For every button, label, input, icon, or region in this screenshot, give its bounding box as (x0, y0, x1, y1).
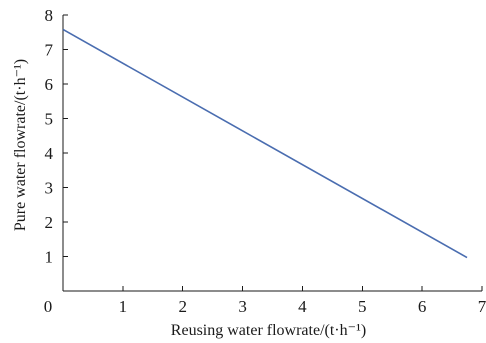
x-axis-label: Reusing water flowrate/(t·h⁻¹) (171, 322, 366, 339)
y-tick-label: 1 (45, 248, 54, 267)
x-tick-label: 1 (119, 297, 128, 316)
y-tick-label: 6 (45, 75, 54, 94)
x-tick-label: 6 (418, 297, 427, 316)
y-tick-label: 5 (45, 110, 54, 129)
x-tick-label: 3 (238, 297, 247, 316)
x-tick-label: 5 (358, 297, 367, 316)
y-tick-label: 2 (45, 213, 54, 232)
y-axis-label: Pure water flowrate/(t·h⁻¹) (12, 59, 29, 231)
x-tick-label: 0 (44, 297, 53, 316)
y-tick-label: 8 (45, 6, 54, 25)
y-ticks: 1 2 3 4 5 6 7 8 (45, 6, 68, 267)
series-layer (62, 28, 468, 259)
y-tick-label: 4 (45, 144, 54, 163)
x-tick-label: 7 (478, 297, 486, 316)
x-tick-label: 4 (298, 297, 307, 316)
axes (62, 15, 482, 292)
series-line (62, 28, 468, 259)
x-ticks: 0 1 2 3 4 5 6 7 (44, 286, 486, 316)
x-tick-label: 2 (178, 297, 187, 316)
y-tick-label: 3 (45, 179, 54, 198)
y-tick-label: 7 (45, 41, 54, 60)
